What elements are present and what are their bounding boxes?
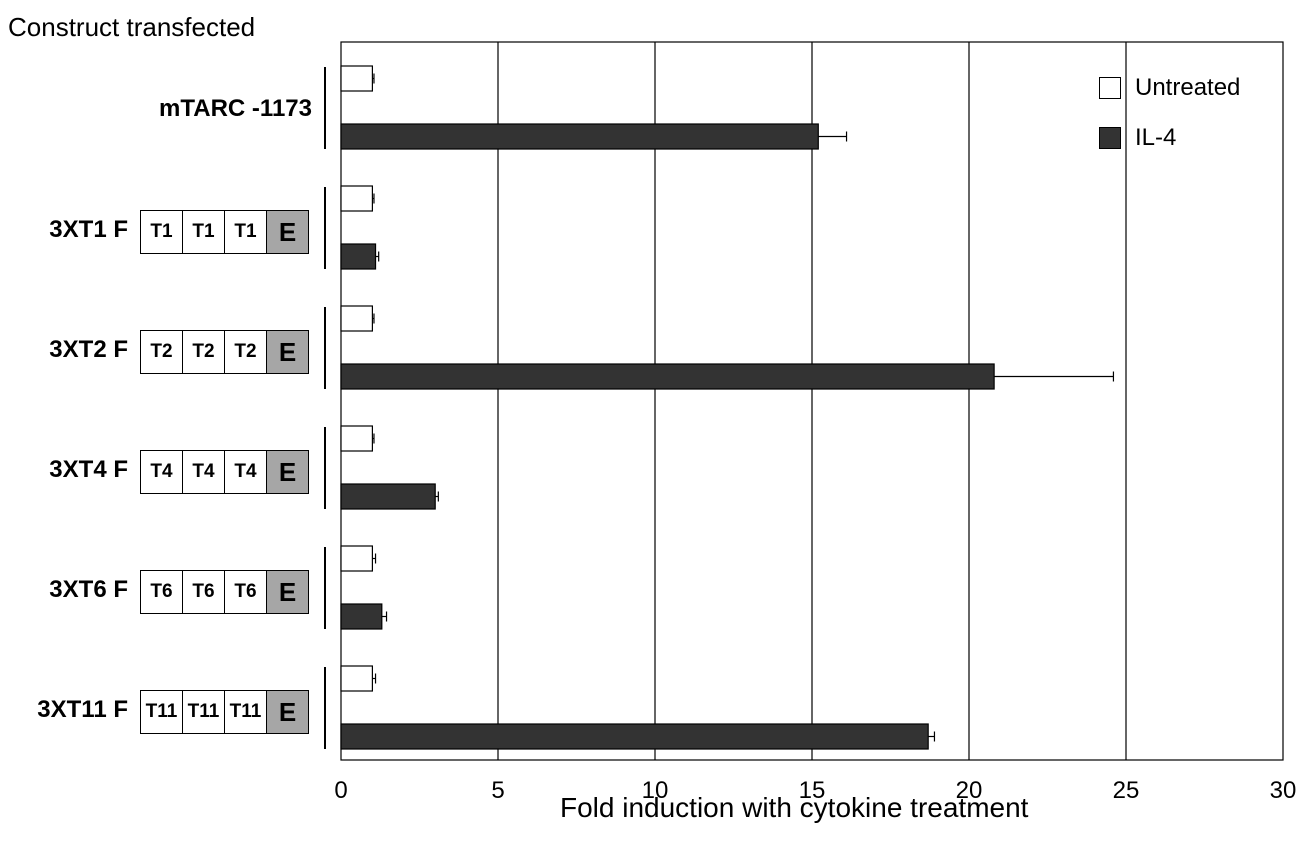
enhancer-element-box: E bbox=[266, 210, 309, 254]
bar-untreated bbox=[340, 65, 373, 92]
bar-untreated bbox=[340, 305, 373, 332]
repeat-element-box: T6 bbox=[140, 570, 183, 614]
bar-untreated bbox=[340, 665, 373, 692]
legend-label: Untreated bbox=[1135, 74, 1241, 101]
x-tick-label: 20 bbox=[956, 777, 983, 804]
group-bracket bbox=[324, 187, 326, 269]
construct-label: 3XT4 F bbox=[49, 456, 128, 483]
group-bracket bbox=[324, 67, 326, 149]
repeat-element-box: T2 bbox=[224, 330, 267, 374]
x-tick-label: 5 bbox=[491, 777, 504, 804]
enhancer-element-box: E bbox=[266, 570, 309, 614]
repeat-element-box: T6 bbox=[182, 570, 225, 614]
construct-axis-title: Construct transfected bbox=[8, 12, 256, 42]
bar-il4 bbox=[340, 483, 436, 510]
bar-il4 bbox=[340, 123, 819, 150]
repeat-element-box: T4 bbox=[224, 450, 267, 494]
repeat-element-box: T4 bbox=[182, 450, 225, 494]
construct-label: 3XT2 F bbox=[49, 336, 128, 363]
repeat-element-box: T4 bbox=[140, 450, 183, 494]
x-tick-label: 30 bbox=[1270, 777, 1296, 804]
enhancer-element-box: E bbox=[266, 690, 309, 734]
legend-swatch bbox=[1099, 77, 1121, 99]
repeat-element-box: T1 bbox=[140, 210, 183, 254]
bar-untreated bbox=[340, 185, 373, 212]
x-tick-label: 15 bbox=[799, 777, 826, 804]
x-tick-label: 10 bbox=[642, 777, 669, 804]
x-tick-label: 25 bbox=[1113, 777, 1140, 804]
group-bracket bbox=[324, 307, 326, 389]
construct-label: mTARC -1173 bbox=[159, 95, 312, 122]
legend-label: IL-4 bbox=[1135, 124, 1177, 151]
repeat-element-box: T6 bbox=[224, 570, 267, 614]
repeat-element-box: T1 bbox=[182, 210, 225, 254]
bar-untreated bbox=[340, 425, 373, 452]
repeat-element-box: T11 bbox=[182, 690, 225, 734]
repeat-element-box: T11 bbox=[224, 690, 267, 734]
bar-untreated bbox=[340, 545, 373, 572]
bar-il4 bbox=[340, 603, 383, 630]
group-bracket bbox=[324, 667, 326, 749]
x-axis-title: Fold induction with cytokine treatment bbox=[560, 792, 1029, 823]
enhancer-element-box: E bbox=[266, 450, 309, 494]
enhancer-element-box: E bbox=[266, 330, 309, 374]
bar-il4 bbox=[340, 723, 929, 750]
bar-il4 bbox=[340, 243, 377, 270]
repeat-element-box: T2 bbox=[182, 330, 225, 374]
repeat-element-box: T1 bbox=[224, 210, 267, 254]
construct-label: 3XT6 F bbox=[49, 576, 128, 603]
legend-swatch bbox=[1099, 127, 1121, 149]
repeat-element-box: T11 bbox=[140, 690, 183, 734]
construct-label: 3XT1 F bbox=[49, 216, 128, 243]
bar-il4 bbox=[340, 363, 995, 390]
plot-frame bbox=[340, 41, 1284, 761]
construct-label: 3XT11 F bbox=[37, 696, 128, 723]
group-bracket bbox=[324, 547, 326, 629]
x-tick-label: 0 bbox=[334, 777, 347, 804]
repeat-element-box: T2 bbox=[140, 330, 183, 374]
group-bracket bbox=[324, 427, 326, 509]
